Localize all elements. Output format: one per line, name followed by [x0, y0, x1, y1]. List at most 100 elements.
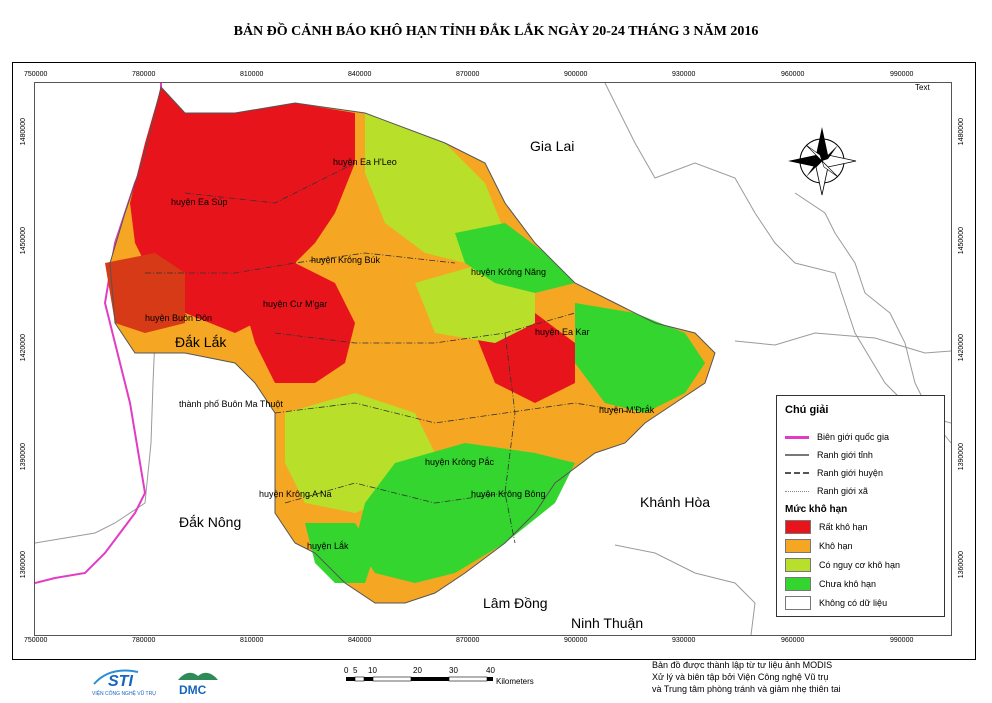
district-boundary	[184, 162, 356, 204]
label-district: huyện Ea H'Leo	[333, 157, 397, 167]
zone-green-south	[355, 443, 575, 583]
label-district: huyện Krông Pắc	[425, 457, 495, 467]
y-tick: 1390000	[20, 443, 27, 471]
y-tick: 1360000	[958, 551, 965, 579]
x-tick: 840000	[348, 637, 372, 644]
x-tick: 870000	[456, 637, 480, 644]
scale-tick: 0	[344, 666, 349, 675]
label-district: huyện Krông Bông	[471, 489, 546, 499]
y-tick: 1420000	[20, 334, 27, 362]
scale-tick: 20	[413, 666, 422, 675]
legend-title: Chú giải	[785, 404, 829, 416]
legend-line-icon	[785, 435, 809, 439]
zone-green-north	[455, 223, 575, 293]
district-boundary	[284, 482, 506, 504]
x-tick: 810000	[240, 637, 264, 644]
scale-tick: 5	[353, 666, 358, 675]
scale-tick: 10	[368, 666, 377, 675]
label-corner-text: Text	[915, 83, 930, 92]
label-district: huyện Buôn Đôn	[145, 313, 212, 323]
y-tick: 1360000	[20, 551, 27, 579]
legend-swatch	[785, 577, 811, 591]
sti-logo: STI VIỆN CÔNG NGHỆ VŨ TRỤ	[90, 664, 158, 698]
legend-item-province-border: Ranh giới tỉnh	[785, 448, 873, 462]
legend-label: Có nguy cơ khô hạn	[819, 560, 900, 570]
label-district: huyện Lắk	[307, 541, 349, 551]
legend-box: Chú giải Biên giới quốc gia Ranh giới tỉ…	[776, 395, 945, 617]
y-tick: 1480000	[20, 118, 27, 146]
label-district: thành phố Buôn Ma Thuột	[179, 399, 283, 409]
label-district: huyện Krông Búk	[311, 255, 381, 265]
label-district: huyện Krông A Na	[259, 489, 332, 499]
boundary-dak-nong	[35, 336, 156, 544]
x-tick: 960000	[781, 637, 805, 644]
legend-item-dry: Khô hạn	[785, 539, 853, 553]
zone-very-dry-center	[235, 263, 355, 383]
legend-item-no-data: Không có dữ liệu	[785, 596, 887, 610]
label-ninh-thuan: Ninh Thuận	[571, 615, 643, 631]
zone-green-lak	[305, 523, 375, 583]
x-tick: 810000	[240, 71, 264, 78]
scale-tick: 40	[486, 666, 495, 675]
label-dak-nong: Đắk Nông	[179, 514, 241, 530]
x-tick: 960000	[781, 71, 805, 78]
boundary-khanh-hoa	[734, 332, 951, 354]
dmc-logo-icon: DMC	[178, 672, 218, 697]
y-tick: 1390000	[958, 443, 965, 471]
dmc-logo-text: DMC	[179, 683, 207, 697]
legend-item-not-dry: Chưa khô hạn	[785, 577, 876, 591]
scale-unit: Kilometers	[496, 677, 534, 686]
x-tick: 990000	[890, 71, 914, 78]
legend-drought-title: Mức khô hạn	[785, 504, 848, 515]
north-arrow-icon	[788, 127, 857, 196]
legend-label: Ranh giới huyện	[817, 468, 883, 478]
label-dak-lak: Đắk Lắk	[175, 334, 227, 350]
province-outline	[109, 85, 716, 604]
sti-logo-text: STI	[108, 673, 133, 690]
district-boundary	[145, 252, 456, 274]
scale-bar: 0 5 10 20 30 40 Kilometers	[344, 665, 554, 694]
legend-line-icon	[785, 472, 809, 474]
footer-line: Xử lý và biên tập bởi Viện Công nghệ Vũ …	[652, 672, 829, 682]
y-tick: 1450000	[20, 227, 27, 255]
x-tick: 780000	[132, 71, 156, 78]
district-boundary	[274, 402, 636, 424]
legend-swatch	[785, 539, 811, 553]
y-tick: 1420000	[958, 334, 965, 362]
scale-bar-svg: 0 5 10 20 30 40 Kilometers	[344, 666, 534, 686]
legend-line-icon	[785, 454, 809, 456]
legend-swatch	[785, 558, 811, 572]
legend-swatch	[785, 596, 811, 610]
legend-label: Rất khô hạn	[819, 522, 868, 532]
x-tick: 900000	[564, 71, 588, 78]
x-tick: 990000	[890, 637, 914, 644]
dmc-logo: DMC	[176, 664, 220, 698]
label-district: huyện Ea Kar	[535, 327, 590, 337]
legend-item-commune-border: Ranh giới xã	[785, 484, 868, 498]
footer-line: Bản đồ được thành lập từ tư liệu ảnh MOD…	[652, 660, 833, 670]
footer-line: và Trung tâm phòng tránh và giảm nhẹ thi…	[652, 684, 841, 694]
legend-label: Không có dữ liệu	[819, 598, 888, 608]
boundary-gia-lai	[604, 83, 951, 424]
zone-green-mdrak	[575, 303, 705, 413]
footer-note: Bản đồ được thành lập từ tư liệu ảnh MOD…	[652, 659, 841, 695]
x-tick: 870000	[456, 71, 480, 78]
legend-label: Ranh giới xã	[817, 486, 868, 496]
zone-very-dry-north	[130, 87, 355, 333]
label-district: huyện Cư M'gar	[263, 299, 327, 309]
zone-risk-north	[365, 113, 505, 263]
scale-tick: 30	[449, 666, 458, 675]
x-tick: 750000	[24, 637, 48, 644]
legend-item-district-border: Ranh giới huyện	[785, 466, 883, 480]
y-tick: 1480000	[958, 118, 965, 146]
label-gia-lai: Gia Lai	[530, 138, 574, 154]
map-svg: Gia Lai Đắk Lắk Đắk Nông Khánh Hòa Lâm Đ…	[35, 83, 951, 635]
legend-line-icon	[785, 490, 809, 492]
y-tick: 1450000	[958, 227, 965, 255]
label-district: huyện Krông Năng	[471, 267, 546, 277]
legend-label: Khô hạn	[819, 541, 853, 551]
label-district: huyện Ea Súp	[171, 197, 228, 207]
sti-logo-icon: STI VIỆN CÔNG NGHỆ VŨ TRỤ	[92, 669, 156, 697]
sti-logo-caption: VIỆN CÔNG NGHỆ VŨ TRỤ	[92, 689, 156, 697]
legend-item-very-dry: Rất khô hạn	[785, 520, 868, 534]
